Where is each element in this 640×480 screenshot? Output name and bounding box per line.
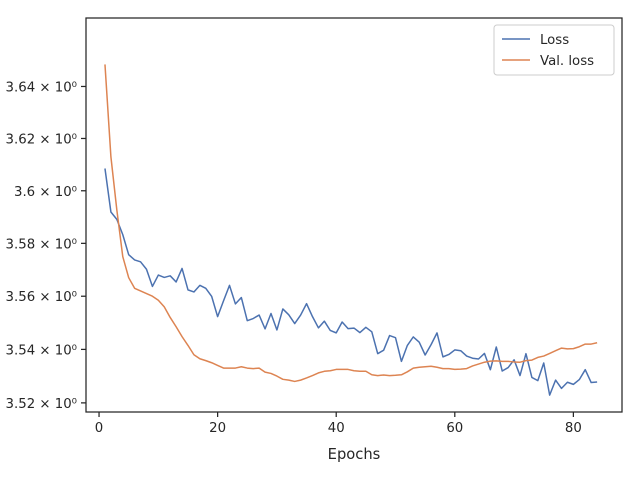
legend-entry-label: Loss (540, 33, 569, 48)
y-axis: 3.52 × 10⁰ 3.54 × 10⁰ 3.56 × 10⁰ 3.58 × 10⁰… (6, 80, 86, 412)
y-tick-label: 3.54 × 10⁰ (6, 343, 77, 358)
y-tick-label: 3.52 × 10⁰ (6, 397, 77, 412)
x-axis-label: Epochs (328, 446, 381, 463)
legend: Loss Val. loss (493, 24, 615, 76)
y-tick-label: 3.62 × 10⁰ (6, 132, 77, 147)
x-tick-label: 0 (95, 421, 103, 436)
legend-entry-label: Val. loss (540, 54, 594, 69)
x-tick-label: 80 (565, 421, 582, 436)
legend-box (493, 24, 615, 76)
plot-frame (85, 17, 623, 413)
x-tick-label: 40 (328, 421, 345, 436)
series-layer (104, 64, 598, 396)
x-tick-label: 60 (446, 421, 463, 436)
plot-area (85, 17, 623, 413)
y-tick-label: 3.6 × 10⁰ (14, 185, 77, 200)
x-axis: 0 20 40 60 80 (95, 412, 582, 436)
x-tick-label: 20 (209, 421, 226, 436)
y-tick-label: 3.56 × 10⁰ (6, 290, 77, 305)
y-tick-label: 3.58 × 10⁰ (6, 237, 77, 252)
y-tick-label: 3.64 × 10⁰ (6, 80, 77, 95)
series-line-val-loss (104, 64, 598, 383)
